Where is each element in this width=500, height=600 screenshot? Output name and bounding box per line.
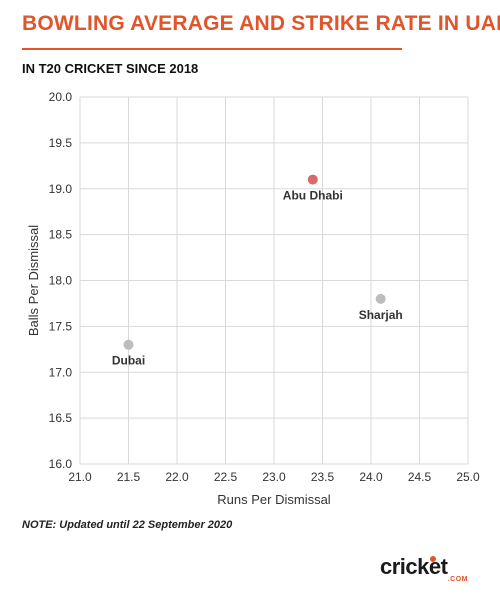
y-tick-label: 18.0 (49, 274, 73, 288)
footnote: NOTE: Updated until 22 September 2020 (22, 519, 233, 531)
scatter-chart: 21.0 21.5 22.0 22.5 23.0 23.5 24.0 24.5 25.0 16.0… (26, 90, 480, 507)
y-tick-label: 19.5 (49, 136, 73, 150)
cricket-logo: cricket .COM (380, 555, 472, 585)
x-tick-label: 21.5 (117, 470, 141, 484)
y-tick-label: 17.5 (49, 319, 73, 333)
x-tick-label: 25.0 (456, 470, 480, 484)
x-tick-label: 23.5 (311, 470, 335, 484)
y-tick-label: 16.5 (49, 411, 73, 425)
data-point (307, 174, 318, 185)
y-tick-label: 18.5 (49, 228, 73, 242)
x-tick-label: 22.0 (165, 470, 189, 484)
logo-ball-icon (430, 556, 436, 562)
data-point (375, 293, 386, 304)
data-point (123, 339, 134, 350)
y-tick-label: 20.0 (49, 90, 73, 104)
x-axis-label: Runs Per Dismissal (217, 492, 331, 507)
x-tick-label: 22.5 (214, 470, 238, 484)
y-axis-label: Balls Per Dismissal (26, 225, 41, 336)
x-tick-label: 21.0 (68, 470, 92, 484)
y-tick-label: 17.0 (49, 365, 73, 379)
y-tick-label: 19.0 (49, 182, 73, 196)
data-point-label: Dubai (112, 354, 145, 368)
title-underline (22, 48, 402, 50)
x-tick-label: 24.5 (408, 470, 432, 484)
logo-text: cricket (380, 554, 448, 579)
chart-title: BOWLING AVERAGE AND STRIKE RATE IN UAE (22, 12, 500, 35)
data-point-label: Sharjah (359, 308, 403, 322)
logo-suffix: .COM (447, 576, 468, 583)
x-tick-label: 24.0 (359, 470, 383, 484)
y-tick-label: 16.0 (49, 457, 73, 471)
chart-subtitle: IN T20 CRICKET SINCE 2018 (22, 61, 199, 76)
data-point-label: Abu Dhabi (283, 189, 343, 203)
x-tick-label: 23.0 (262, 470, 286, 484)
